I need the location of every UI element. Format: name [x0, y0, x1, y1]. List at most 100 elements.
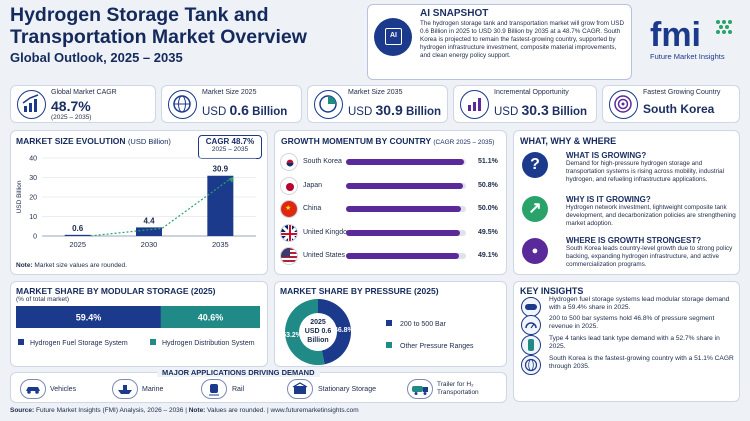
y-tick-label: 30	[29, 175, 37, 182]
app-label: Marine	[142, 386, 164, 393]
footer-note-label: Note:	[188, 407, 206, 414]
ai-chip-icon: AI	[385, 28, 402, 45]
kpi-label: Global Market CAGR	[51, 89, 117, 96]
cagr-badge-label: CAGR 48.7%	[205, 137, 255, 146]
bar	[346, 229, 461, 236]
bar-value-label: 30.9	[213, 165, 229, 174]
momentum-panel	[274, 130, 507, 275]
gauge-icon	[521, 315, 541, 335]
footer-source-label: Source:	[10, 407, 35, 414]
fmi-logo: fmi Future Market Insights	[648, 16, 738, 66]
pie-slice	[318, 299, 351, 365]
ship-icon	[112, 379, 138, 399]
kpi-market-2025: Market Size 2025 USD 0.6 Billion	[161, 85, 302, 123]
segment-value-label: 59.4%	[76, 313, 102, 323]
growth-chart-icon	[17, 90, 46, 119]
page-subtitle: Global Outlook, 2025 – 2035	[10, 50, 183, 65]
donut-center-value: USD 0.6	[305, 328, 332, 335]
ai-snapshot-text: The hydrogen storage tank and transporta…	[420, 20, 625, 59]
slice-value-label: 46.8%	[334, 327, 355, 334]
bar	[64, 234, 91, 236]
country-flag-icon	[280, 247, 298, 265]
kpi-value: 30.3	[521, 102, 549, 118]
country-name: United Kingdom	[303, 228, 353, 236]
kpi-value: 0.6	[229, 102, 249, 118]
svg-text:★: ★	[285, 204, 291, 212]
kpi-unit: Billion	[551, 106, 588, 118]
www-heading: WHERE IS GROWTH STRONGEST?	[566, 236, 702, 245]
kpi-value: 30.9	[375, 102, 403, 118]
legend-label: Hydrogen Fuel Storage System	[30, 340, 128, 347]
y-tick-label: 10	[29, 214, 37, 221]
pie-slice	[285, 299, 325, 365]
kpi-cagr: Global Market CAGR 48.7% (2025 – 2035)	[10, 85, 156, 123]
y-tick-label: 40	[29, 156, 37, 163]
footer-url[interactable]: www.futuremarketinsights.com	[270, 407, 359, 414]
truck-icon	[407, 379, 433, 399]
kpi-prefix: USD	[202, 106, 227, 118]
app-label: Stationary Storage	[318, 386, 376, 393]
country-name: South Korea	[303, 158, 342, 165]
legend-label: 200 to 500 Bar	[400, 321, 447, 328]
target-icon	[609, 90, 638, 119]
x-tick-label: 2035	[212, 240, 229, 249]
www-text: Hydrogen network investment, lightweight…	[566, 204, 736, 227]
location-pin-icon: ●	[522, 238, 548, 264]
bar-value-label: 4.4	[143, 216, 155, 225]
bar-value-label: 51.1%	[478, 158, 498, 165]
kpi-fastest-country: Fastest Growing Country South Korea	[602, 85, 740, 123]
momentum-sub: (CAGR 2025 – 2035)	[433, 139, 495, 146]
car-icon	[20, 379, 46, 399]
country-flag-icon: ★	[280, 200, 298, 218]
insight-text: Type 4 tanks lead tank type demand with …	[549, 335, 720, 350]
kpi-incremental: Incremental Opportunity USD 30.3 Billion	[453, 85, 597, 123]
legend-swatch	[18, 339, 24, 345]
modular-chart: 59.4% 40.6% Hydrogen Fuel Storage System Hy…	[16, 306, 260, 347]
market-size-note: Market size values are rounded.	[34, 262, 127, 269]
stacked-bar-segment	[16, 306, 161, 328]
bar	[346, 182, 464, 189]
legend-label: Hydrogen Distribution System	[162, 340, 255, 347]
donut-center-year: 2025	[310, 319, 326, 326]
www-heading: WHY IS IT GROWING?	[566, 195, 651, 204]
cagr-badge: CAGR 48.7% 2025 – 2035	[198, 135, 262, 159]
stacked-bar-segment	[160, 306, 260, 328]
bar	[207, 175, 234, 236]
bar	[346, 206, 462, 212]
app-label: Rail	[232, 386, 245, 393]
trend-arrowhead	[228, 176, 234, 183]
fmi-logo-mark: fmi Future Market Insights	[650, 16, 732, 61]
x-tick-label: 2025	[69, 240, 86, 249]
insight-text: South Korea is the fastest-growing count…	[549, 355, 734, 370]
www-heading: WHAT IS GROWING?	[566, 151, 647, 160]
bar-value-label: 49.1%	[478, 252, 498, 259]
insight-text: 200 to 500 bar systems hold 46.8% of pre…	[549, 315, 715, 330]
momentum-title: GROWTH MOMENTUM BY COUNTRY	[281, 136, 432, 146]
globe-icon	[521, 355, 541, 375]
kpi-label: Incremental Opportunity	[494, 89, 569, 96]
kpi-prefix: USD	[348, 106, 373, 118]
country-name: United States	[303, 252, 346, 259]
question-icon: ?	[522, 152, 548, 178]
kpi-label: Market Size 2025	[202, 89, 257, 96]
country-name: China	[303, 205, 322, 212]
kpi-value: 48.7%	[51, 98, 91, 114]
www-title: WHAT, WHY & WHERE	[520, 136, 617, 146]
kpi-value: South Korea	[643, 102, 715, 116]
bar	[346, 159, 464, 165]
kpi-market-2035: Market Size 2035 USD 30.9 Billion	[307, 85, 448, 123]
page-title: Hydrogen Storage Tank and Transportation…	[10, 4, 307, 48]
market-size-unit: (USD Billion)	[127, 137, 171, 146]
donut-center-unit: Billion	[307, 337, 328, 344]
x-tick-label: 2030	[141, 240, 158, 249]
ai-snapshot-title: AI SNAPSHOT	[420, 8, 489, 19]
app-label: Vehicles	[50, 386, 77, 393]
legend-swatch	[386, 320, 392, 326]
kpi-label: Fastest Growing Country	[643, 89, 721, 96]
bar	[136, 227, 162, 236]
bar-value-label: 50.8%	[478, 181, 498, 189]
www-text: South Korea leads country-level growth d…	[566, 245, 733, 268]
train-icon	[201, 379, 227, 399]
www-text: Demand for high-pressure hydrogen storag…	[566, 160, 725, 183]
